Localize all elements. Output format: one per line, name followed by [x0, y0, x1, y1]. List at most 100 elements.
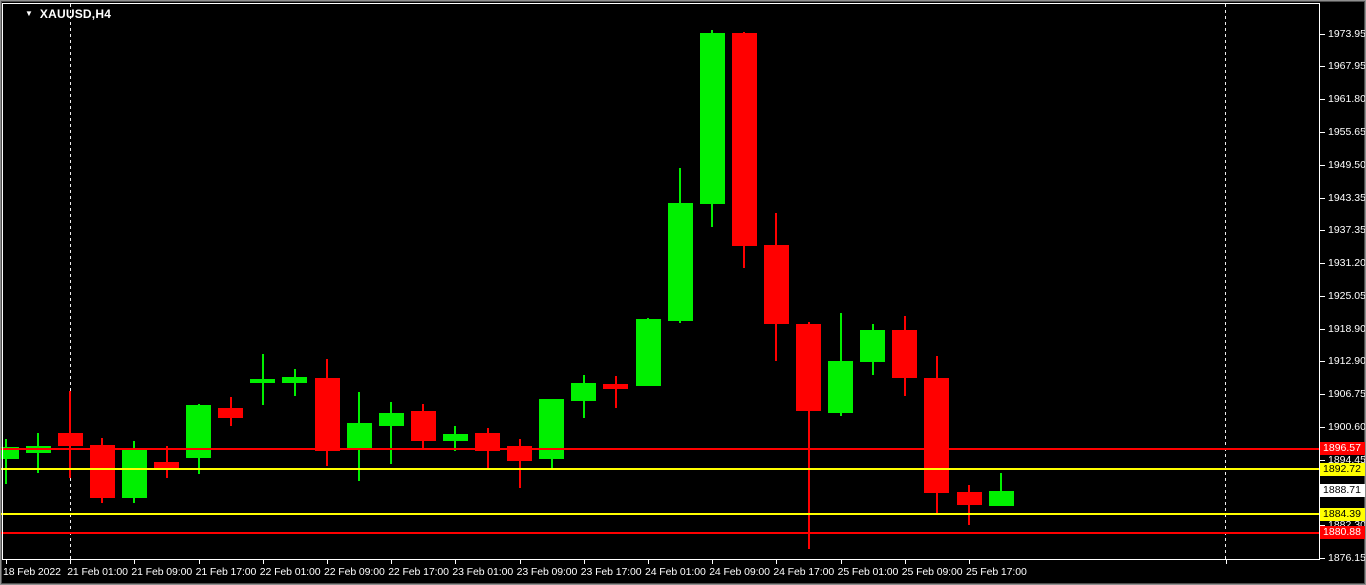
- candle-body: [346, 423, 372, 451]
- candle-body: [860, 329, 886, 362]
- price-tick-label: 1973.95: [1328, 27, 1366, 40]
- time-tick-label: 23 Feb 17:00: [580, 566, 642, 578]
- candle-wick: [614, 376, 617, 408]
- symbol-dropdown-icon[interactable]: ▼: [25, 9, 33, 18]
- time-tick: [262, 560, 264, 564]
- symbol-timeframe-text: XAUUSD,H4: [39, 7, 112, 21]
- time-tick: [70, 560, 72, 564]
- price-tick: [1319, 98, 1325, 100]
- candle-body: [988, 490, 1014, 506]
- candle-body: [603, 384, 629, 390]
- time-tick: [198, 560, 200, 564]
- time-axis-line: [2, 559, 1320, 560]
- price-tick-label: 1955.65: [1328, 125, 1366, 138]
- chart-canvas[interactable]: [1, 1, 1319, 559]
- candle-body: [635, 318, 661, 386]
- time-tick-label: 25 Feb 17:00: [966, 566, 1027, 578]
- time-tick-label: 21 Feb 09:00: [131, 566, 193, 578]
- time-tick: [776, 560, 778, 564]
- time-tick: [583, 560, 585, 564]
- time-tick-label: 21 Feb 17:00: [195, 566, 257, 578]
- candle-body: [539, 399, 565, 460]
- time-tick-label: 21 Feb 01:00: [67, 566, 128, 578]
- price-tick: [1319, 393, 1325, 395]
- price-tick: [1319, 360, 1325, 362]
- price-level-line[interactable]: [1, 447, 1319, 450]
- time-tick-label: 25 Feb 09:00: [901, 566, 963, 578]
- candle-body: [892, 329, 918, 378]
- time-tick-label: 24 Feb 09:00: [709, 566, 770, 578]
- time-tick-label: 22 Feb 17:00: [388, 566, 449, 578]
- price-tick-label: 1937.35: [1328, 223, 1366, 236]
- candle-body: [828, 361, 854, 413]
- chart-frame-left: [2, 3, 3, 559]
- price-level-line[interactable]: [1, 513, 1319, 516]
- candle-body: [442, 434, 468, 442]
- price-tick-label: 1906.75: [1328, 387, 1366, 400]
- candle-body: [186, 405, 212, 459]
- time-tick-label: 22 Feb 09:00: [324, 566, 385, 578]
- price-tick: [1319, 524, 1325, 526]
- price-tick-label: 1961.80: [1328, 92, 1366, 105]
- price-tick-label: 1918.90: [1328, 322, 1366, 335]
- price-tick-label: 1949.50: [1328, 158, 1366, 171]
- price-axis[interactable]: 1973.95 1967.95 1961.80 1955.65 1949.50 1943.…: [1319, 1, 1366, 564]
- price-tick-label: 1931.20: [1328, 256, 1366, 269]
- candle-body: [667, 202, 693, 322]
- price-tick: [1319, 426, 1325, 428]
- chart-frame-top: [2, 3, 1319, 4]
- price-level-line[interactable]: [1, 468, 1319, 471]
- price-tick: [1319, 65, 1325, 67]
- candle-body: [924, 378, 950, 493]
- time-tick: [391, 560, 393, 564]
- price-axis-line: [1319, 3, 1320, 560]
- time-tick-label: 22 Feb 01:00: [259, 566, 321, 578]
- candle-body: [57, 432, 83, 447]
- candle-body: [796, 323, 821, 412]
- time-tick-label: 23 Feb 09:00: [516, 566, 578, 578]
- price-tick: [1319, 328, 1325, 330]
- time-tick-label: 24 Feb 17:00: [773, 566, 835, 578]
- candle-body: [731, 32, 757, 246]
- price-level-label: 1880.88: [1319, 526, 1365, 540]
- price-tick: [1319, 229, 1325, 231]
- candle-body: [378, 412, 404, 427]
- time-tick: [134, 560, 136, 564]
- price-tick-label: 1876.15: [1328, 551, 1366, 564]
- price-tick-label: 1894.45: [1328, 453, 1366, 466]
- candle-body: [282, 376, 308, 383]
- current-price-label: 1888.71: [1319, 484, 1365, 498]
- price-tick: [1319, 557, 1325, 559]
- time-tick: [519, 560, 521, 564]
- price-tick-label: 1900.60: [1328, 420, 1366, 433]
- candle-body: [571, 382, 597, 401]
- price-tick: [1319, 164, 1325, 166]
- time-tick: [648, 560, 649, 564]
- candle-body: [154, 461, 179, 469]
- time-tick: [1225, 560, 1227, 564]
- price-level-label: 1892.72: [1319, 462, 1365, 476]
- candle-body: [218, 407, 244, 418]
- candle-wick: [968, 484, 970, 526]
- time-tick-label: 18 Feb 2022: [3, 566, 61, 578]
- candle-body: [89, 445, 115, 498]
- price-tick: [1319, 197, 1325, 199]
- candle-body: [699, 33, 725, 204]
- candle-body: [1, 446, 19, 459]
- candle-wick: [5, 438, 7, 484]
- price-tick-label: 1967.95: [1328, 59, 1366, 72]
- time-axis[interactable]: 18 Feb 2022 21 Feb 01:00 21 Feb 09:00 21 Fe…: [1, 559, 1365, 584]
- candle-body: [475, 432, 500, 451]
- price-level-line[interactable]: [1, 531, 1319, 534]
- candle-wick: [293, 369, 296, 397]
- time-tick-label: 24 Feb 01:00: [645, 566, 706, 578]
- time-tick-label: 23 Feb 01:00: [452, 566, 514, 578]
- time-tick: [969, 560, 970, 564]
- candle-body: [763, 245, 789, 325]
- candle-wick: [807, 322, 810, 549]
- symbol-timeframe-label: ▼ XAUUSD,H4: [25, 7, 111, 21]
- period-separator: [1225, 4, 1227, 559]
- price-tick: [1319, 295, 1325, 297]
- price-tick: [1319, 33, 1325, 35]
- period-separator: [69, 4, 71, 559]
